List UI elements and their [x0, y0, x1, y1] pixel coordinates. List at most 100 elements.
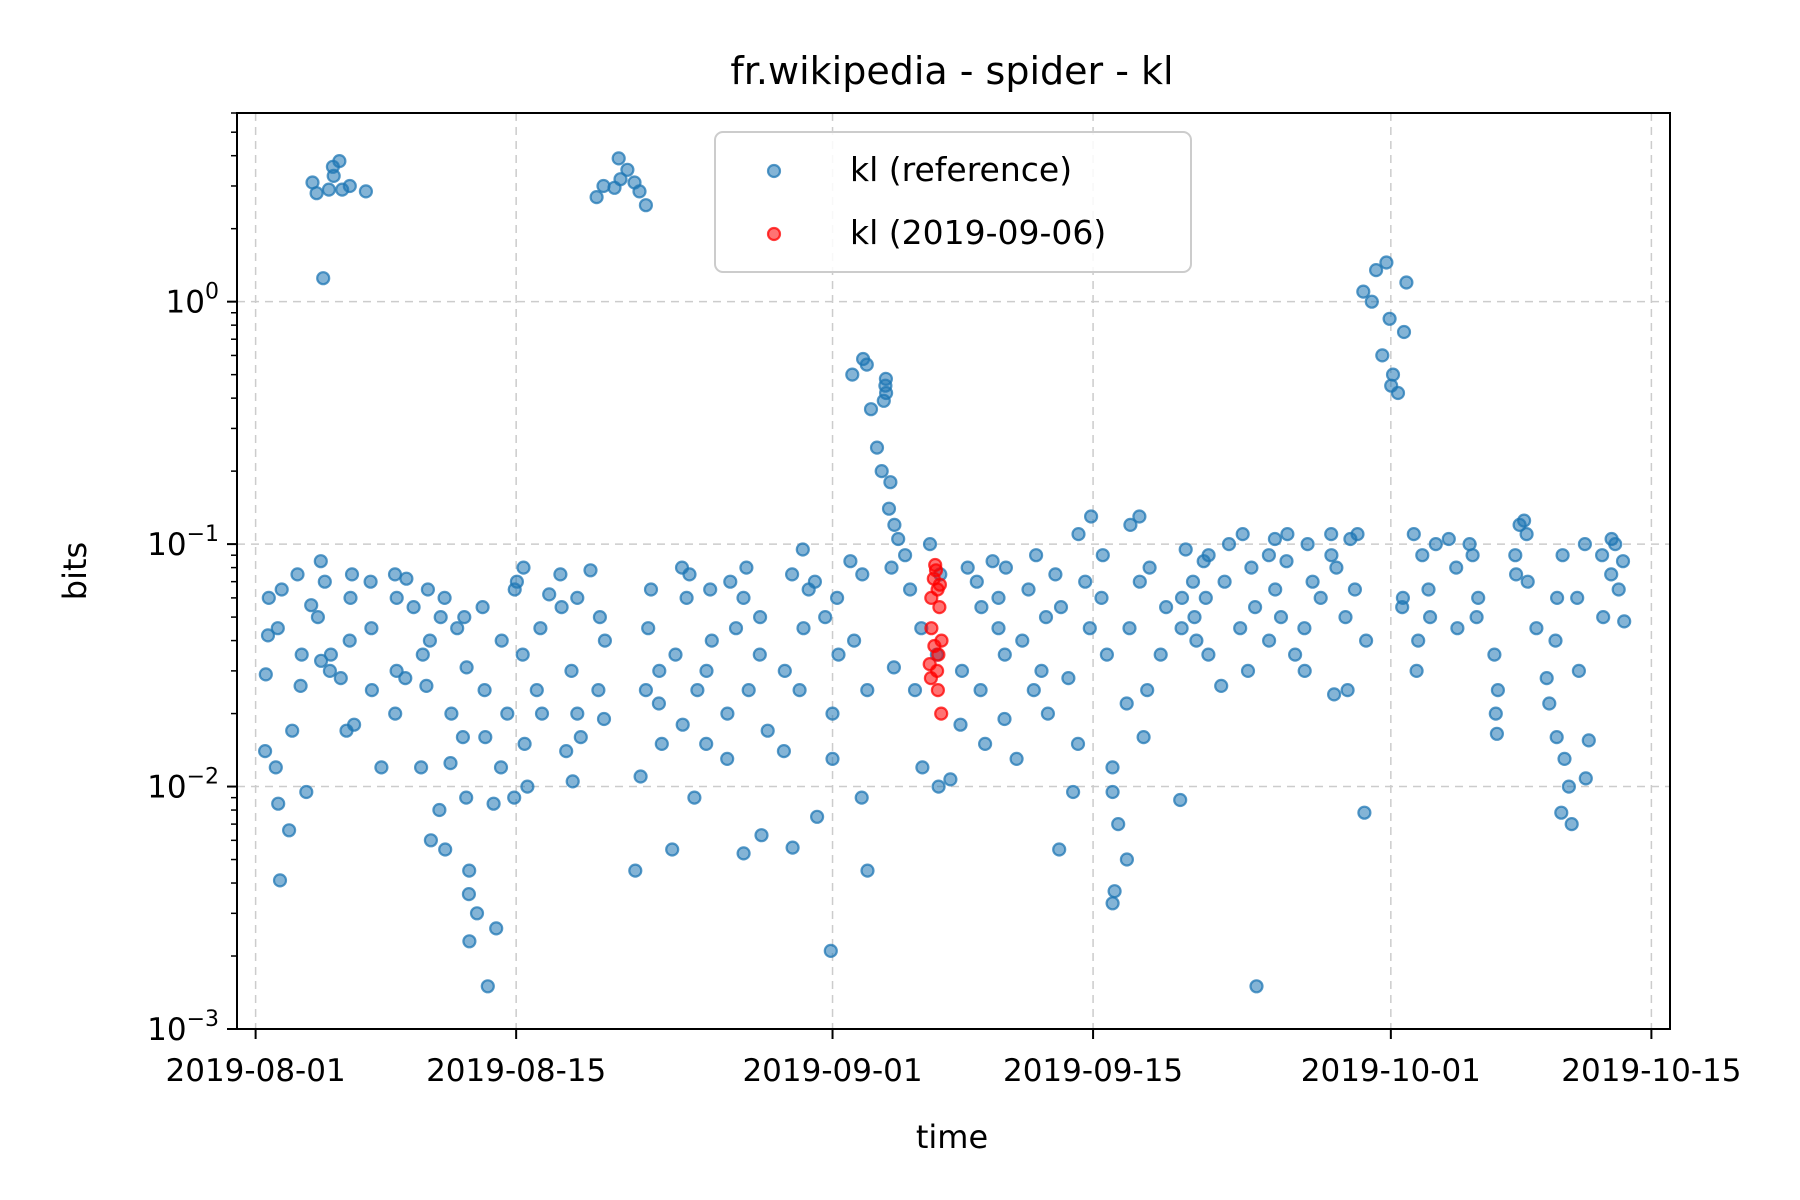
- data-point-reference: [792, 682, 807, 698]
- data-point-reference: [1026, 682, 1041, 698]
- data-point-reference: [796, 621, 811, 636]
- data-point-reference: [1469, 609, 1484, 625]
- data-point-reference: [1385, 367, 1401, 382]
- data-point-reference: [258, 667, 273, 682]
- data-point-reference: [1358, 633, 1374, 648]
- y-axis-label: bits: [56, 542, 94, 600]
- data-point-reference: [1604, 567, 1619, 582]
- data-point-reference: [654, 736, 669, 752]
- data-point-reference: [1487, 647, 1502, 662]
- data-point-reference: [507, 790, 522, 805]
- data-point-reference: [589, 190, 604, 205]
- data-point-reference: [459, 790, 474, 805]
- data-point-reference: [825, 751, 840, 767]
- data-point-reference: [534, 706, 550, 721]
- data-point-reference: [414, 760, 429, 775]
- data-point-reference: [1040, 706, 1056, 721]
- data-point-reference: [344, 567, 360, 582]
- data-point-reference: [741, 682, 756, 698]
- data-point-reference: [1174, 621, 1189, 636]
- data-point-reference: [260, 628, 276, 643]
- data-point-reference: [997, 711, 1012, 727]
- data-point-reference: [299, 784, 314, 800]
- data-point-reference: [478, 729, 493, 745]
- data-point-reference: [363, 574, 378, 589]
- data-point-reference: [1153, 647, 1168, 662]
- data-point-reference: [922, 536, 938, 552]
- data-point-reference: [1564, 816, 1579, 832]
- data-point-reference: [1123, 517, 1138, 533]
- y-tick-label: 10−3: [147, 1007, 219, 1048]
- data-point-highlight: [934, 706, 949, 721]
- data-point-reference: [342, 178, 357, 194]
- data-point-reference: [1396, 324, 1412, 340]
- data-point-reference: [720, 706, 735, 721]
- data-point-reference: [699, 663, 714, 679]
- data-point-highlight: [932, 599, 947, 615]
- data-point-reference: [1411, 633, 1426, 648]
- data-point-reference: [480, 979, 495, 994]
- data-point-reference: [863, 402, 879, 417]
- data-point-reference: [1615, 554, 1631, 569]
- data-point-highlight: [923, 670, 939, 686]
- data-point-reference: [570, 706, 585, 721]
- data-point-reference: [807, 574, 823, 589]
- data-point-reference: [313, 554, 328, 569]
- data-point-reference: [1428, 536, 1443, 552]
- data-point-reference: [1201, 647, 1216, 662]
- data-point-reference: [1300, 536, 1315, 552]
- data-point-reference: [620, 162, 635, 177]
- data-point-reference: [1247, 599, 1263, 615]
- data-point-reference: [475, 599, 490, 615]
- data-point-reference: [261, 590, 276, 606]
- data-point-reference: [1329, 560, 1344, 575]
- data-point-reference: [332, 154, 347, 169]
- data-point-reference: [533, 621, 548, 636]
- data-point-reference: [831, 647, 846, 662]
- data-point-reference: [285, 723, 300, 738]
- data-point-reference: [860, 863, 875, 878]
- data-point-reference: [1450, 621, 1465, 636]
- data-point-reference: [1324, 548, 1339, 563]
- data-point-reference: [1555, 548, 1570, 563]
- data-point-reference: [1201, 548, 1216, 563]
- data-point-reference: [855, 567, 870, 582]
- data-point-reference: [776, 743, 792, 759]
- x-tick-label: 2019-10-01: [1301, 1053, 1481, 1089]
- data-point-reference: [1119, 696, 1134, 711]
- data-point-reference: [627, 175, 642, 190]
- data-point-reference: [703, 582, 718, 597]
- data-point-reference: [777, 663, 792, 679]
- data-point-reference: [459, 660, 474, 675]
- data-point-reference: [931, 779, 946, 794]
- data-point-reference: [874, 464, 889, 479]
- data-point-reference: [1471, 590, 1486, 606]
- data-point-reference: [271, 796, 286, 811]
- data-point-reference: [1441, 531, 1456, 547]
- data-point-reference: [1273, 609, 1289, 625]
- data-point-reference: [1313, 590, 1328, 606]
- data-point-reference: [1053, 599, 1069, 615]
- data-point-reference: [977, 736, 993, 752]
- data-point-reference: [553, 567, 568, 582]
- data-point-reference: [1581, 733, 1596, 748]
- data-point-reference: [591, 682, 606, 698]
- data-point-reference: [1554, 805, 1569, 820]
- data-point-reference: [607, 180, 622, 195]
- data-point-reference: [462, 863, 477, 878]
- data-point-reference: [974, 599, 989, 615]
- data-point-reference: [883, 475, 898, 490]
- data-point-reference: [915, 760, 930, 775]
- data-point-reference: [809, 809, 825, 824]
- legend-marker-reference: [766, 163, 782, 179]
- data-point-reference: [1350, 526, 1365, 542]
- data-point-reference: [321, 182, 336, 197]
- data-point-reference: [633, 769, 648, 784]
- data-point-reference: [1233, 621, 1248, 636]
- data-point-reference: [387, 567, 403, 582]
- data-point-highlight: [928, 557, 943, 573]
- data-point-reference: [699, 736, 714, 752]
- data-point-reference: [991, 621, 1006, 636]
- data-point-reference: [1375, 348, 1390, 363]
- data-point-reference: [1326, 687, 1342, 702]
